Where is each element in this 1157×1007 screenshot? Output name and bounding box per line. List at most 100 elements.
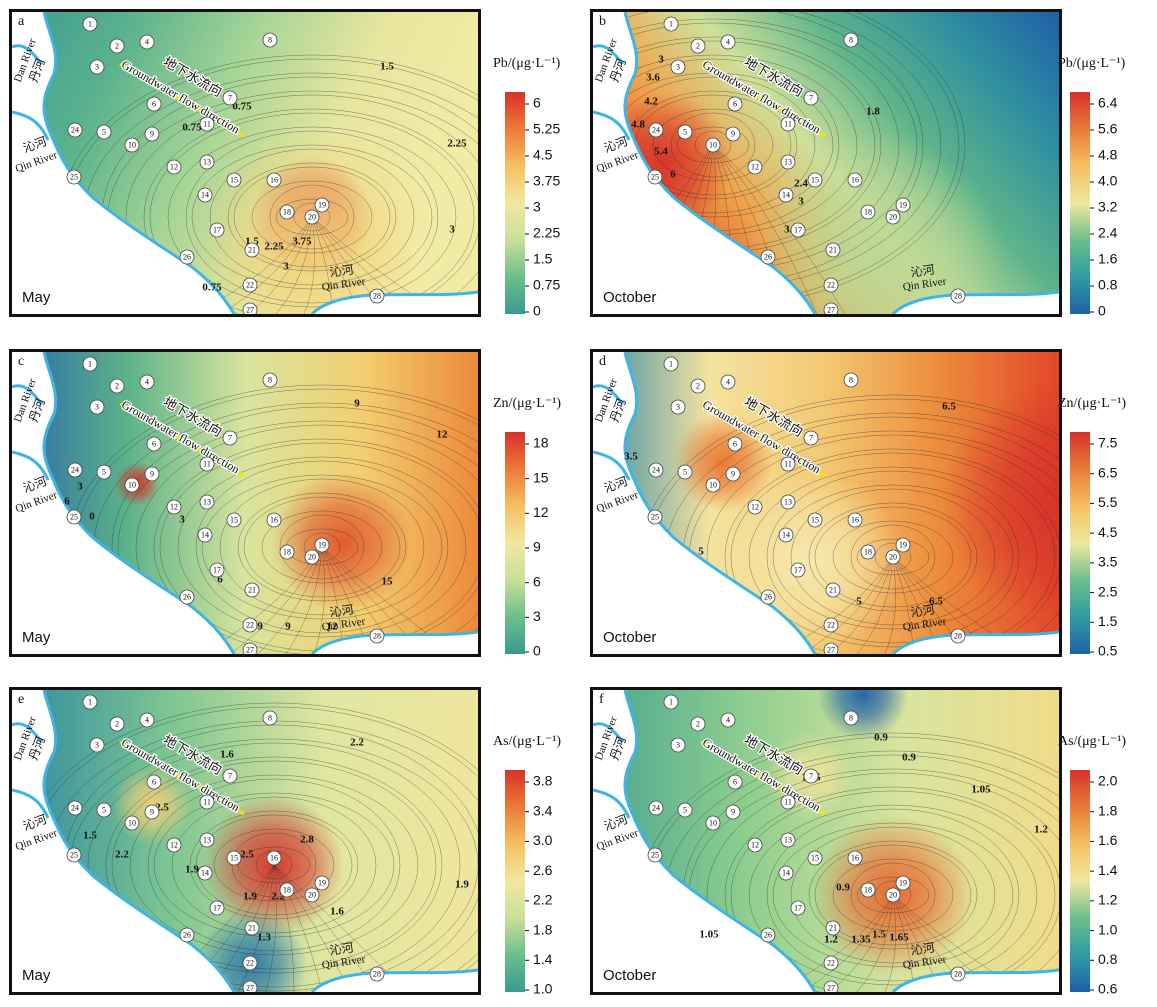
contour-label: 6.5: [942, 401, 956, 413]
contour-label: 6: [670, 169, 676, 181]
well-marker: [109, 38, 125, 54]
flow-arrow: [700, 402, 826, 478]
well-id: 16: [851, 853, 859, 862]
colorbar-tick-label: 4.0: [1098, 173, 1118, 189]
concentration-zone: [202, 132, 422, 314]
colorbar-tick-label: 6.5: [1098, 464, 1118, 480]
contour-line: [832, 858, 954, 932]
contour-line: [273, 864, 323, 992]
well-id: 10: [128, 140, 136, 149]
contour-line: [243, 496, 401, 598]
well-marker: [725, 466, 741, 482]
contour-line: [832, 520, 954, 594]
contour-label: 3.5: [624, 451, 638, 463]
well-marker: [663, 694, 679, 710]
colorbar: [1070, 770, 1090, 992]
well-id: 7: [228, 771, 232, 780]
legend-title: Pb/(μg·L⁻¹): [493, 56, 561, 71]
well-id: 20: [889, 890, 897, 899]
well-marker: [266, 512, 282, 528]
well-id: 27: [827, 645, 835, 654]
well-marker: [677, 802, 693, 818]
well-id: 6: [152, 99, 156, 108]
well-marker: [885, 887, 901, 903]
well-id: 25: [651, 850, 659, 859]
well-id: 22: [246, 620, 254, 629]
well-marker: [242, 955, 258, 971]
well-id: 11: [203, 119, 211, 128]
contour-line: [850, 862, 936, 928]
colorbar-tick-label: 0.5: [1098, 643, 1118, 659]
panel-frame: [9, 687, 481, 995]
colorbar-tick-label: 1.8: [533, 921, 553, 937]
well-marker: [262, 32, 278, 48]
colorbar-tick-label: 2.6: [533, 862, 553, 878]
well-marker: [647, 509, 663, 525]
well-marker: [720, 374, 736, 390]
well-id: 14: [201, 530, 209, 539]
well-id: 1: [88, 359, 92, 368]
well-id: 3: [95, 740, 99, 749]
well-marker: [146, 774, 162, 790]
well-id: 16: [851, 175, 859, 184]
river-label-cn: 沁河: [329, 602, 355, 619]
well-id: 19: [318, 878, 326, 887]
well-id: 28: [954, 631, 962, 640]
contour-label: 3: [283, 261, 289, 273]
flow-arrow: [119, 740, 245, 816]
contour-label: 0.75: [202, 282, 222, 294]
contour-label: 2.4: [794, 178, 808, 190]
contour-line: [856, 538, 930, 576]
well-id: 7: [809, 93, 813, 102]
well-marker: [314, 197, 330, 213]
contour-label: 4.2: [644, 96, 658, 108]
well-marker: [690, 716, 706, 732]
well-id: 13: [203, 157, 211, 166]
well-id: 6: [152, 439, 156, 448]
well-id: 19: [899, 540, 907, 549]
legend-title: As/(μg·L⁻¹): [1058, 734, 1126, 749]
well-id: 21: [248, 245, 256, 254]
colorbar-tick-label: 3.5: [1098, 554, 1118, 570]
well-id: 25: [70, 850, 78, 859]
contour-line: [237, 492, 407, 602]
colorbar-tick-label: 2.5: [1098, 583, 1118, 599]
contour-label: 1.2: [824, 934, 838, 946]
well-marker: [690, 38, 706, 54]
well-id: 9: [150, 807, 154, 816]
contour-line: [748, 804, 1038, 986]
well-marker: [222, 90, 238, 106]
contour-line: [147, 778, 401, 952]
contour-label: 6: [64, 496, 70, 508]
well-marker: [895, 537, 911, 553]
contour-label: 3: [658, 54, 664, 66]
contour-line: [185, 130, 439, 304]
colorbar-tick-label: 6: [533, 95, 541, 111]
well-id: 5: [683, 467, 687, 476]
well-marker: [226, 512, 242, 528]
well-id: 27: [827, 305, 835, 314]
panel-letter-box: [593, 12, 611, 30]
contour-label: 3: [449, 224, 455, 236]
contour-line: [884, 556, 896, 654]
contour-label: 5: [698, 546, 704, 558]
well-marker: [823, 277, 839, 293]
contour-line: [171, 796, 377, 934]
well-id: 26: [183, 930, 191, 939]
well-id: 9: [150, 469, 154, 478]
well-marker: [244, 242, 260, 258]
colorbar-tick-label: 0.8: [1098, 951, 1118, 967]
colorbar-tick-label: 5.25: [533, 121, 560, 137]
well-id: 12: [751, 502, 759, 511]
well-marker: [950, 628, 966, 644]
well-marker: [199, 154, 215, 170]
well-id: 12: [751, 162, 759, 171]
well-id: 28: [954, 969, 962, 978]
panel-letter-box: [593, 352, 611, 370]
colorbar-tick-label: 6.4: [1098, 95, 1118, 111]
well-marker: [279, 544, 295, 560]
well-id: 25: [70, 512, 78, 521]
well-marker: [67, 122, 83, 138]
